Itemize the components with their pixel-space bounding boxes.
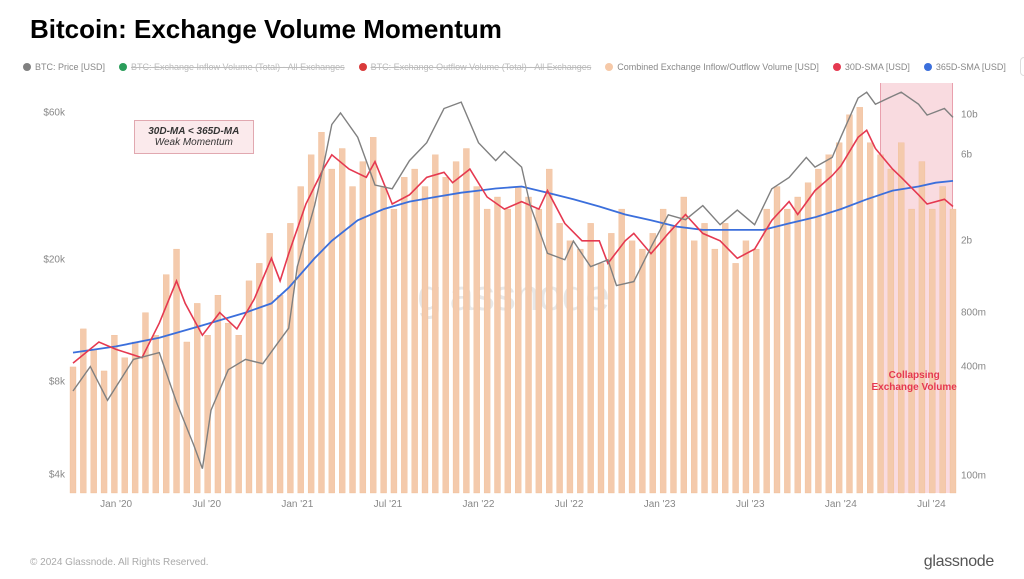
y-left-tick: $4k bbox=[15, 470, 65, 481]
y-right-tick: 100m bbox=[961, 470, 1009, 481]
legend-swatch bbox=[23, 63, 31, 71]
x-tick: Jan '21 bbox=[281, 499, 313, 510]
x-tick: Jan '20 bbox=[100, 499, 132, 510]
brand-logo: glassnode bbox=[924, 553, 994, 571]
legend-swatch bbox=[924, 63, 932, 71]
legend-item[interactable]: 30D-SMA [USD] bbox=[833, 62, 910, 72]
chart-container: BTC: Price [USD] BTC: Exchange Inflow Vol… bbox=[15, 53, 1009, 521]
y-left-tick: $20k bbox=[15, 254, 65, 265]
legend-item[interactable]: BTC: Exchange Outflow Volume (Total) - A… bbox=[359, 62, 592, 72]
y-right-tick: 6b bbox=[961, 149, 1009, 160]
legend-item[interactable]: BTC: Price [USD] bbox=[23, 62, 105, 72]
x-tick: Jul '24 bbox=[917, 499, 946, 510]
plot-area: glassnode 30D-MA < 365D-MA Weak Momentum… bbox=[73, 83, 953, 493]
y-right-tick: 10b bbox=[961, 109, 1009, 120]
x-tick: Jul '23 bbox=[736, 499, 765, 510]
copyright-text: © 2024 Glassnode. All Rights Reserved. bbox=[30, 557, 209, 568]
legend: BTC: Price [USD] BTC: Exchange Inflow Vol… bbox=[15, 53, 1009, 80]
x-tick: Jan '23 bbox=[644, 499, 676, 510]
legend-swatch bbox=[359, 63, 367, 71]
y-left-tick: $8k bbox=[15, 377, 65, 388]
annotation-collapsing-volume: Collapsing Exchange Volume bbox=[866, 370, 962, 394]
legend-label: Combined Exchange Inflow/Outflow Volume … bbox=[617, 62, 819, 72]
x-tick: Jan '24 bbox=[825, 499, 857, 510]
legend-swatch bbox=[605, 63, 613, 71]
annotation-weak-momentum: 30D-MA < 365D-MA Weak Momentum bbox=[134, 120, 254, 154]
y-right-tick: 800m bbox=[961, 307, 1009, 318]
legend-item[interactable]: 365D-SMA [USD] bbox=[924, 62, 1006, 72]
legend-item[interactable]: BTC: Exchange Inflow Volume (Total) - Al… bbox=[119, 62, 345, 72]
chart-title: Bitcoin: Exchange Volume Momentum bbox=[0, 0, 1024, 53]
y-right-tick: 2b bbox=[961, 235, 1009, 246]
footer: © 2024 Glassnode. All Rights Reserved. g… bbox=[30, 553, 994, 571]
legend-label: 30D-SMA [USD] bbox=[845, 62, 910, 72]
y-left-tick: $60k bbox=[15, 107, 65, 118]
reset-zoom-button[interactable]: Reset zoom bbox=[1020, 57, 1024, 76]
legend-swatch bbox=[119, 63, 127, 71]
x-tick: Jul '21 bbox=[374, 499, 403, 510]
legend-label: BTC: Exchange Outflow Volume (Total) - A… bbox=[371, 62, 592, 72]
legend-label: BTC: Price [USD] bbox=[35, 62, 105, 72]
x-tick: Jan '22 bbox=[463, 499, 495, 510]
x-tick: Jul '22 bbox=[555, 499, 584, 510]
x-tick: Jul '20 bbox=[192, 499, 221, 510]
legend-swatch bbox=[833, 63, 841, 71]
legend-label: 365D-SMA [USD] bbox=[936, 62, 1006, 72]
legend-label: BTC: Exchange Inflow Volume (Total) - Al… bbox=[131, 62, 345, 72]
legend-item[interactable]: Combined Exchange Inflow/Outflow Volume … bbox=[605, 62, 819, 72]
y-right-tick: 400m bbox=[961, 361, 1009, 372]
